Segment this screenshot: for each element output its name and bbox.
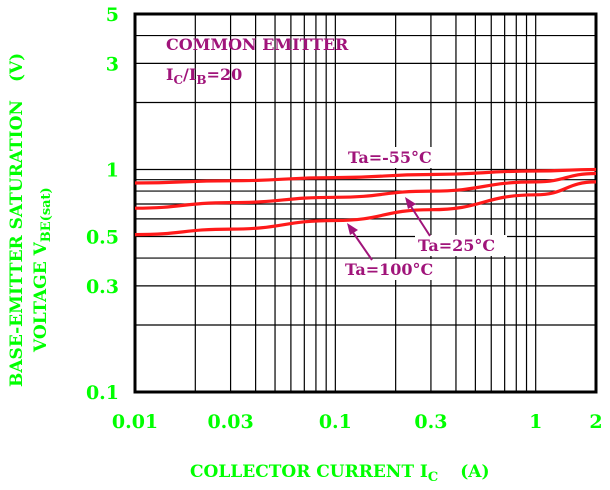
y-tick-label: 0.1 [86, 382, 119, 404]
x-tick-label: 0.03 [207, 411, 253, 433]
series-line-2 [134, 180, 597, 237]
x-axis-title-sub: C [428, 470, 438, 485]
y-axis-title-line2-main: VOLTAGE V [31, 241, 51, 353]
annotation-line2: IC/IB=20 [166, 65, 242, 87]
curves [134, 167, 597, 237]
x-tick-label: 2 [589, 411, 602, 433]
x-tick-label: 0.3 [414, 411, 447, 433]
series-label-bg [342, 259, 446, 280]
pointer-head-100 [347, 223, 358, 235]
x-axis-title: COLLECTOR CURRENT IC (A) [190, 462, 490, 485]
y-axis-title-unit: (V) [7, 53, 27, 82]
x-axis-title-main: COLLECTOR CURRENT I [190, 462, 428, 482]
y-tick-label: 0.5 [86, 226, 119, 248]
y-axis-title-line2: VOLTAGE VBE(sat) [31, 187, 54, 353]
y-axis-title-line1-main: BASE-EMITTER SATURATION [7, 100, 27, 387]
y-axis-title-line1: BASE-EMITTER SATURATION (V) [7, 53, 27, 387]
annotation-ic-sub: C [173, 73, 183, 87]
y-tick-label: 0.3 [86, 276, 119, 298]
annotation-ib-main: /I [183, 65, 196, 84]
pointer-25 [409, 204, 431, 237]
x-axis-title-unit: (A) [460, 462, 489, 482]
y-tick-label: 3 [106, 53, 119, 75]
y-tick-label: 5 [106, 4, 119, 26]
series-label-bg [345, 147, 451, 168]
x-tick-label: 0.01 [112, 411, 158, 433]
annotation-line1: COMMON EMITTER [166, 35, 349, 54]
y-tick-label: 1 [106, 160, 119, 182]
series-label-100: Ta=100°C [345, 260, 433, 279]
y-axis-title-line2-sub: BE(sat) [39, 187, 54, 242]
x-tick-label: 1 [529, 411, 542, 433]
series-line-0 [134, 167, 597, 185]
annotation-ratio: =20 [207, 65, 243, 84]
annotation-ib-sub: B [196, 73, 206, 87]
plot-frame [133, 12, 598, 394]
pointer-100 [351, 230, 373, 261]
annotation-ic-main: I [166, 65, 173, 84]
series-line-1 [134, 171, 597, 210]
tick-labels: 0.01 0.03 0.1 0.3 1 2 5 3 1 0.5 0.3 0.1 [86, 4, 603, 433]
pointer-head-25 [405, 197, 416, 209]
series-label-25: Ta=25°C [418, 236, 495, 255]
series-label-m55: Ta=-55°C [348, 148, 432, 167]
x-tick-label: 0.1 [319, 411, 352, 433]
series-label-bg [415, 235, 507, 256]
